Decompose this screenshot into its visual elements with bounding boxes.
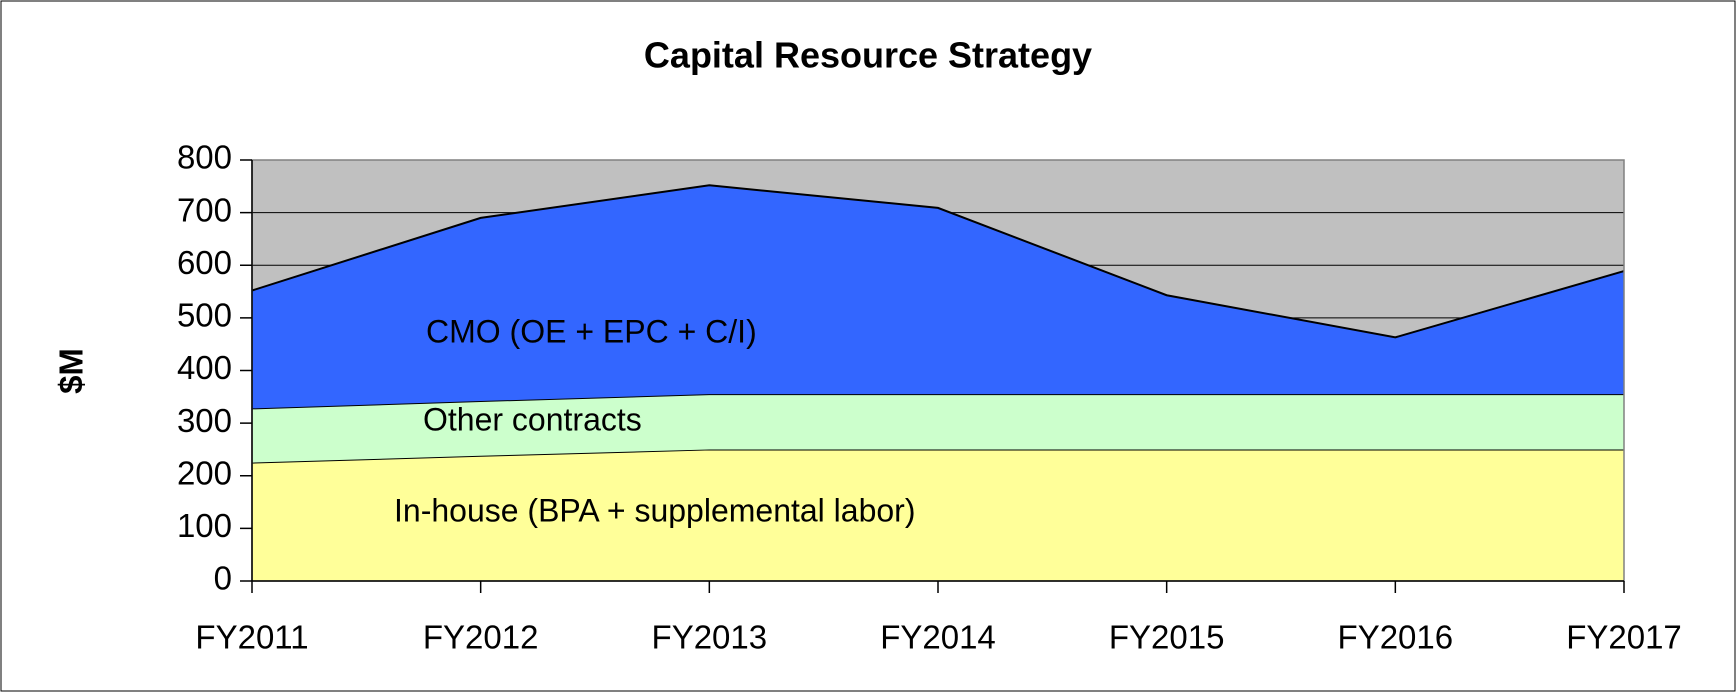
y-tick-label: 200 <box>177 454 232 491</box>
x-tick-label: FY2016 <box>1338 619 1454 656</box>
x-tick-label: FY2013 <box>652 619 768 656</box>
series-label: In-house (BPA + supplemental labor) <box>394 492 915 528</box>
area <box>252 394 1624 463</box>
area-edge <box>251 448 1624 464</box>
series-label: Other contracts <box>423 401 642 437</box>
area-edge <box>251 184 1625 339</box>
area <box>252 449 1624 581</box>
y-tick-label: 300 <box>177 402 232 439</box>
x-tick-label: FY2017 <box>1566 619 1682 656</box>
chart-title: Capital Resource Strategy <box>644 35 1092 76</box>
area <box>252 185 1624 409</box>
x-tick-label: FY2014 <box>880 619 996 656</box>
y-tick-label: 800 <box>177 139 232 176</box>
y-tick-label: 100 <box>177 507 232 544</box>
x-tick-label: FY2012 <box>423 619 539 656</box>
y-tick-label: 0 <box>214 560 232 597</box>
y-tick-label: 600 <box>177 244 232 281</box>
x-tick-label: FY2011 <box>195 619 308 656</box>
y-tick-label: 700 <box>177 191 232 228</box>
y-axis-label: $M <box>53 348 90 394</box>
x-tick-label: FY2015 <box>1109 619 1225 656</box>
series-label: CMO (OE + EPC + C/I) <box>426 313 757 349</box>
y-tick-label: 500 <box>177 297 232 334</box>
y-tick-label: 400 <box>177 349 232 386</box>
